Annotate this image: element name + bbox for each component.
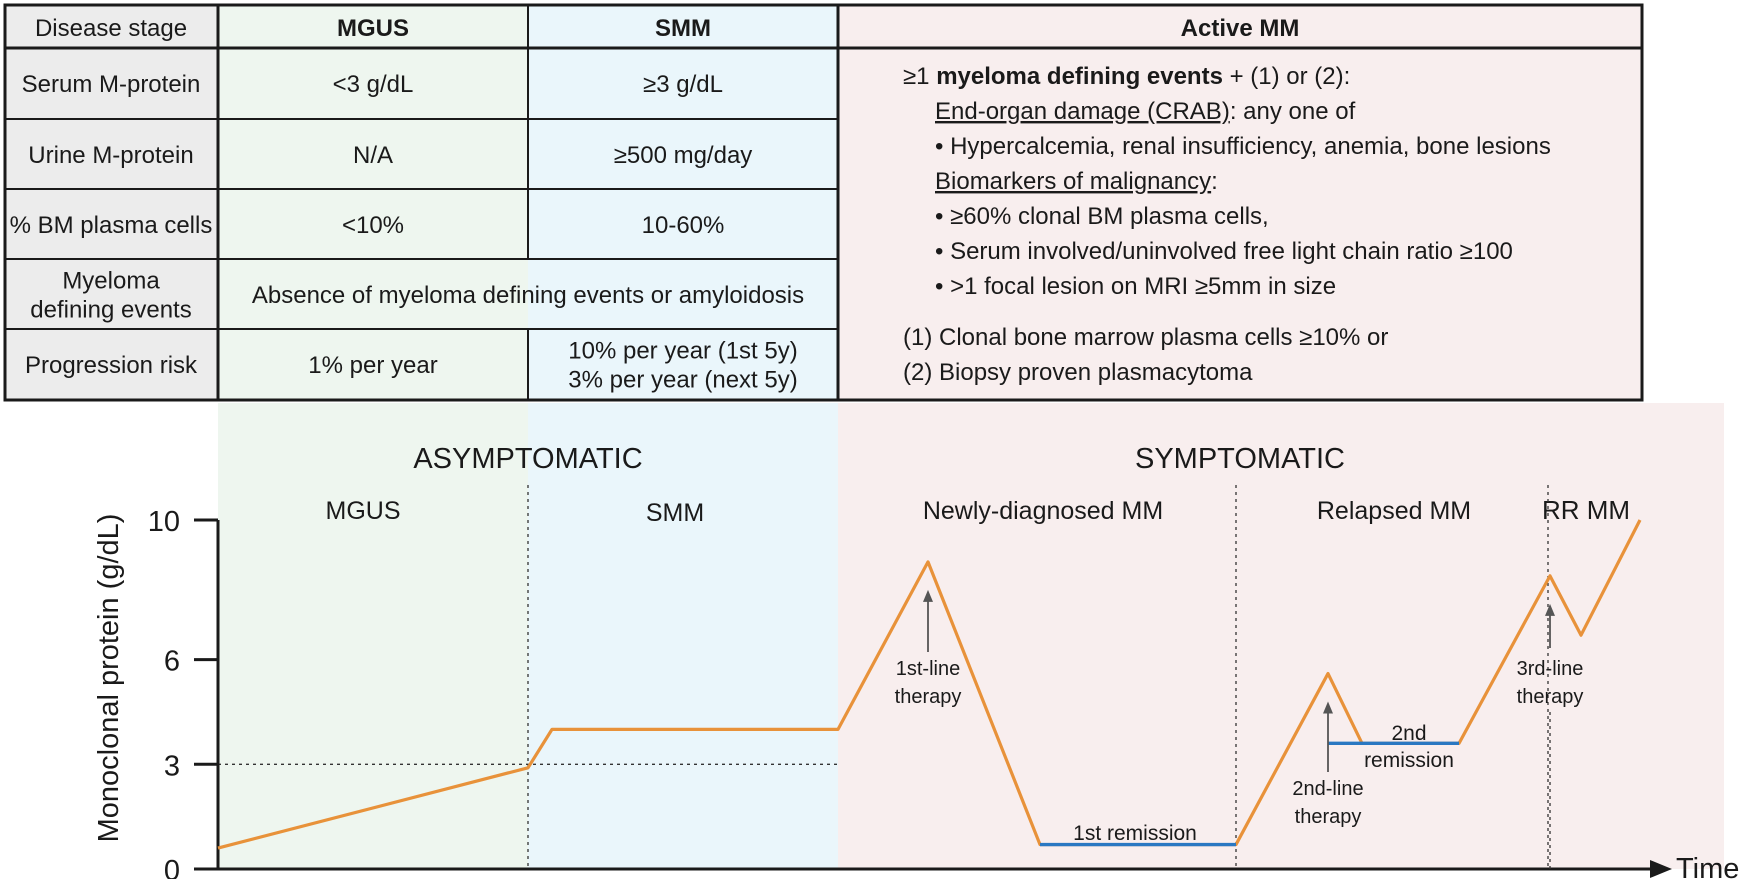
header-mgus: MGUS — [337, 15, 409, 42]
row-1-mgus-value: <3 g/dL — [333, 71, 414, 98]
remission-label-1: 1st remission — [1073, 822, 1197, 845]
biomarkers-heading-tail: : — [1211, 168, 1218, 195]
mgus-band — [218, 403, 528, 869]
header-active-mm: Active MM — [1181, 15, 1300, 42]
row-label-1: Serum M-protein — [22, 71, 201, 98]
mgus-column-bg — [218, 5, 528, 400]
mm-column-bg — [838, 5, 1642, 400]
row-3-mgus-value: <10% — [342, 212, 404, 239]
criteria-intro-prefix: ≥1 — [903, 63, 936, 90]
crab-item: • Hypercalcemia, renal insufficiency, an… — [935, 133, 1551, 160]
row-label-5: Progression risk — [25, 352, 198, 379]
active-mm-criteria: ≥1 myeloma defining events + (1) or (2):… — [903, 63, 1551, 386]
phase-label-rr-mm: RR MM — [1542, 495, 1630, 525]
therapy-label-1-line-2: therapy — [895, 686, 962, 708]
phase-label-relapsed-mm: Relapsed MM — [1317, 497, 1471, 525]
chart-marks: 0 3 6 10 1st remission 2nd remission 1st-line th… — [148, 485, 1672, 879]
group-label-asymptomatic: ASYMPTOMATIC — [413, 443, 642, 475]
row-4-merged-value: Absence of myeloma defining events or am… — [252, 282, 804, 309]
biomarkers-heading-underlined: Biomarkers of malignancy — [935, 168, 1211, 195]
row-label-2: Urine M-protein — [28, 142, 193, 169]
phase-label-mgus: MGUS — [326, 497, 401, 525]
therapy-label-1-line-1: 1st-line — [896, 658, 960, 680]
remission-label-2-line-1: 2nd — [1391, 722, 1426, 745]
row-5-smm-value-line-2: 3% per year (next 5y) — [568, 367, 797, 394]
therapy-label-3-line-1: 3rd-line — [1517, 658, 1584, 680]
phase-label-smm: SMM — [646, 499, 704, 527]
y-tick-label-3: 3 — [164, 750, 180, 782]
row-2-smm-value: ≥500 mg/day — [614, 142, 753, 169]
phase-label-newly-diagnosed-mm: Newly-diagnosed MM — [923, 497, 1163, 525]
monoclonal-protein-chart: ASYMPTOMATIC SYMPTOMATIC MGUS SMM Newly-… — [93, 443, 1739, 879]
smm-band — [528, 403, 838, 869]
crab-heading: End-organ damage (CRAB): any one of — [935, 98, 1356, 125]
row-5-mgus-value: 1% per year — [308, 352, 437, 379]
biomarkers-heading: Biomarkers of malignancy: — [935, 168, 1218, 195]
biomarker-item-3: • >1 focal lesion on MRI ≥5mm in size — [935, 273, 1336, 300]
header-disease-stage: Disease stage — [35, 15, 187, 42]
table-rows: Serum M-protein <3 g/dL ≥3 g/dL Urine M-pro… — [10, 71, 805, 394]
criteria-intro: ≥1 myeloma defining events + (1) or (2): — [903, 63, 1350, 90]
y-axis-label: Monoclonal protein (g/dL) — [93, 514, 125, 843]
row-2-mgus-value: N/A — [353, 142, 393, 169]
row-1-smm-value: ≥3 g/dL — [643, 71, 723, 98]
row-label-4-line-1: Myeloma — [62, 268, 160, 295]
group-label-symptomatic: SYMPTOMATIC — [1135, 443, 1345, 475]
criteria-intro-bold: myeloma defining events — [936, 63, 1223, 90]
condition-1: (1) Clonal bone marrow plasma cells ≥10%… — [903, 324, 1388, 351]
row-3-smm-value: 10-60% — [642, 212, 725, 239]
x-axis-label: Time — [1676, 853, 1739, 879]
y-tick-label-0: 0 — [164, 855, 180, 879]
smm-column-bg — [528, 5, 838, 400]
criteria-table: Disease stage MGUS SMM Active MM Serum M… — [3, 3, 1644, 402]
row-label-4-line-2: defining events — [30, 297, 191, 324]
label-column-bg — [5, 5, 218, 400]
therapy-arrowhead-2 — [1323, 701, 1333, 714]
criteria-intro-suffix: + (1) or (2): — [1223, 63, 1350, 90]
table-grid — [3, 3, 1644, 402]
therapy-label-2-line-2: therapy — [1295, 806, 1362, 828]
biomarker-item-2: • Serum involved/uninvolved free light c… — [935, 238, 1513, 265]
y-tick-label-10: 10 — [148, 506, 180, 538]
header-smm: SMM — [655, 15, 711, 42]
y-tick-label-6: 6 — [164, 646, 180, 678]
therapy-arrowhead-3 — [1545, 603, 1555, 616]
row-5-smm-value-line-1: 10% per year (1st 5y) — [568, 338, 797, 365]
therapy-label-3-line-2: therapy — [1517, 686, 1584, 708]
condition-2: (2) Biopsy proven plasmacytoma — [903, 359, 1253, 386]
therapy-arrowhead-1 — [923, 589, 933, 602]
crab-heading-tail: : any one of — [1230, 98, 1356, 125]
row-label-3: % BM plasma cells — [10, 212, 213, 239]
x-axis-arrowhead — [1650, 860, 1672, 878]
remission-label-2-line-2: remission — [1364, 749, 1454, 772]
biomarker-item-1: • ≥60% clonal BM plasma cells, — [935, 203, 1269, 230]
mm-band — [838, 403, 1724, 869]
therapy-label-2-line-1: 2nd-line — [1292, 778, 1363, 800]
crab-heading-underlined: End-organ damage (CRAB) — [935, 98, 1230, 125]
